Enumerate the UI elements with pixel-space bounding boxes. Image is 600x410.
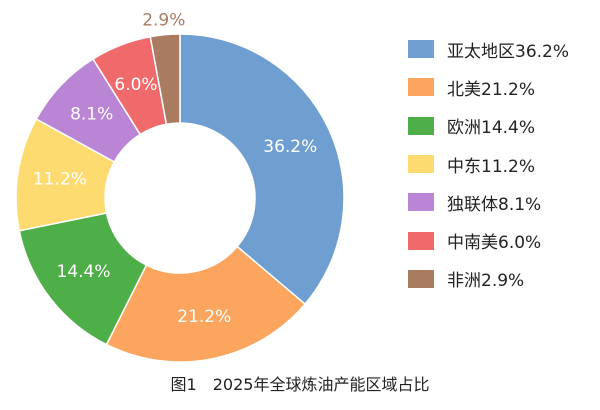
legend-swatch (408, 116, 434, 135)
legend-swatch (408, 231, 434, 250)
pie-slice-7 (149, 33, 181, 126)
legend-item-2: 北美21.2% (408, 68, 569, 106)
legend-label: 中南美6.0% (447, 233, 542, 254)
legend-item-5: 独联体8.1% (408, 183, 569, 221)
legend-label: 北美21.2% (447, 79, 536, 100)
slice-label-7: 2.9% (142, 11, 185, 31)
legend-item-3: 欧洲14.4% (408, 107, 569, 145)
legend-label: 中东11.2% (447, 156, 536, 177)
slices-layer (15, 33, 345, 363)
pie-slice-1 (179, 33, 345, 306)
legend-label: 独联体8.1% (447, 194, 542, 215)
legend-swatch (408, 40, 434, 59)
slice-label-5: 8.1% (70, 105, 113, 125)
legend-item-1: 亚太地区36.2% (408, 30, 569, 68)
legend-label: 欧洲14.4% (447, 118, 536, 139)
legend-label: 亚太地区36.2% (447, 41, 570, 62)
pie-slice-2 (105, 245, 307, 363)
legend-label: 非洲2.9% (447, 271, 525, 292)
legend-swatch (408, 193, 434, 212)
legend-swatch (408, 155, 434, 174)
slice-label-2: 21.2% (177, 307, 231, 327)
legend: 亚太地区36.2% 北美21.2% 欧洲14.4% 中东11.2% 独联体8.1% 中南美… (408, 30, 569, 298)
labels-layer: 36.2% 21.2% 14.4% 11.2% 8.1%6.0% 2.9% (33, 11, 317, 327)
legend-swatch (408, 78, 434, 97)
legend-item-6: 中南美6.0% (408, 221, 569, 259)
legend-item-7: 非洲2.9% (408, 260, 569, 298)
slice-label-1: 36.2% (263, 137, 317, 157)
legend-item-4: 中东11.2% (408, 145, 569, 183)
chart-caption: 图1 2025年全球炼油产能区域占比 (170, 375, 430, 394)
legend-swatch (408, 269, 434, 288)
slice-label-4: 11.2% (33, 170, 87, 190)
slice-label-3: 14.4% (57, 262, 111, 282)
slice-label-6: 6.0% (114, 75, 157, 95)
